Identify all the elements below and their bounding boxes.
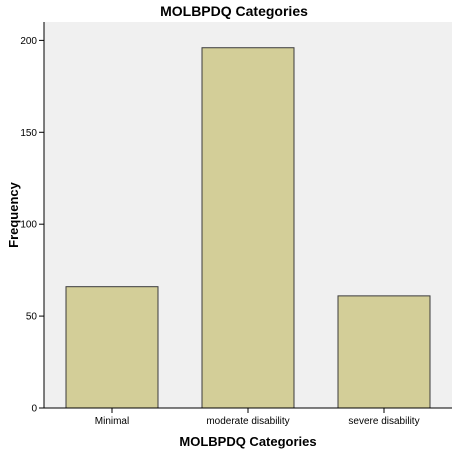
bar-severe-disability bbox=[337, 295, 431, 409]
y-axis-label: Frequency bbox=[6, 181, 21, 248]
y-tick-label: 0 bbox=[31, 404, 37, 415]
x-tick-label: severe disability bbox=[348, 416, 419, 427]
x-axis-label: MOLBPDQ Categories bbox=[179, 434, 316, 449]
y-ticks-group: 0 50 100 150 200 bbox=[20, 36, 44, 415]
bar-minimal bbox=[65, 286, 159, 409]
y-tick-label: 200 bbox=[20, 36, 37, 47]
bar-moderate-disability bbox=[201, 47, 295, 409]
y-tick-label: 100 bbox=[20, 220, 37, 231]
y-tick-label: 150 bbox=[20, 128, 37, 139]
x-tick-label: moderate disability bbox=[206, 416, 289, 427]
x-ticks-group: Minimal moderate disability severe disabil… bbox=[95, 408, 420, 427]
bars-group bbox=[65, 47, 431, 409]
x-tick-label: Minimal bbox=[95, 416, 129, 427]
y-tick-label: 50 bbox=[26, 312, 38, 323]
chart-title: MOLBPDQ Categories bbox=[160, 3, 308, 19]
